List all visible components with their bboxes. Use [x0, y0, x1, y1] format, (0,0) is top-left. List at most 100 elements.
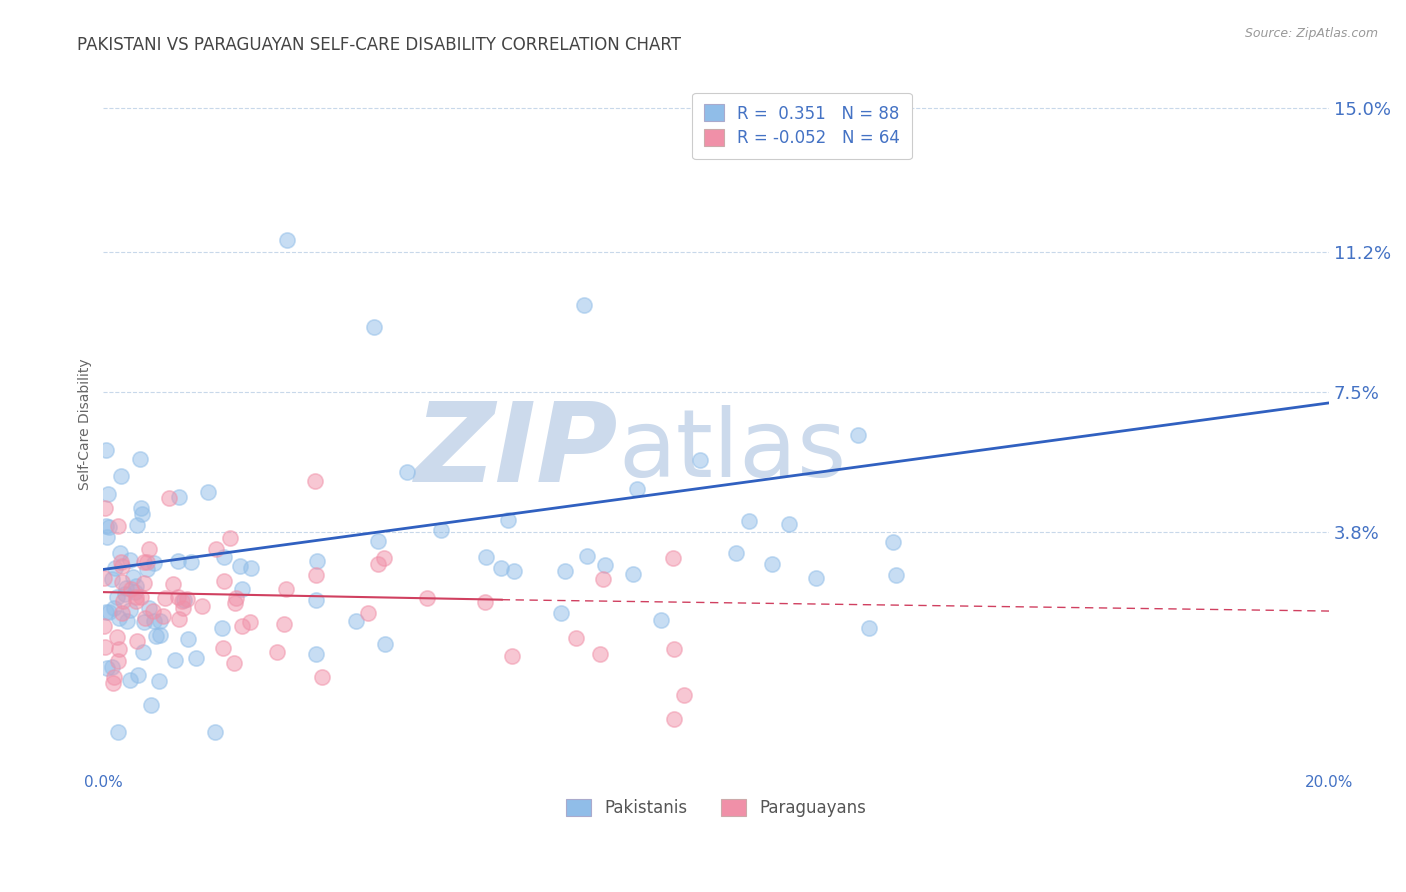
Point [662, 550, 685, 565]
Point [416, 591, 439, 605]
Point [153, 591, 176, 606]
Point [115, 581, 138, 595]
Point [173, 592, 195, 607]
Point [565, 632, 588, 646]
Point [145, 629, 167, 643]
Point [240, 561, 263, 575]
Point [129, 590, 152, 604]
Point [231, 582, 253, 597]
Point [274, 582, 297, 596]
Point [882, 534, 904, 549]
Point [593, 558, 616, 573]
Point [107, 725, 129, 739]
Point [108, 545, 131, 559]
Point [124, 585, 146, 599]
Point [673, 688, 696, 702]
Point [94, 605, 117, 619]
Point [104, 561, 127, 575]
Point [166, 591, 188, 605]
Point [430, 523, 453, 537]
Point [396, 465, 419, 479]
Point [96, 531, 118, 545]
Point [205, 542, 228, 557]
Point [177, 632, 200, 646]
Point [273, 616, 295, 631]
Point [621, 567, 644, 582]
Point [138, 541, 160, 556]
Point [125, 633, 148, 648]
Point [761, 557, 783, 571]
Point [136, 555, 159, 569]
Point [132, 615, 155, 630]
Point [110, 555, 132, 569]
Point [804, 571, 827, 585]
Point [305, 592, 328, 607]
Point [367, 557, 389, 571]
Point [98, 606, 121, 620]
Point [138, 601, 160, 615]
Point [97, 487, 120, 501]
Point [96, 519, 118, 533]
Point [218, 531, 240, 545]
Point [101, 572, 124, 586]
Point [103, 670, 125, 684]
Point [503, 564, 526, 578]
Point [225, 591, 247, 606]
Point [139, 698, 162, 712]
Point [626, 482, 648, 496]
Point [111, 558, 134, 573]
Point [142, 556, 165, 570]
Point [120, 603, 142, 617]
Point [228, 558, 250, 573]
Point [124, 590, 146, 604]
Point [132, 645, 155, 659]
Point [576, 549, 599, 563]
Point [211, 621, 233, 635]
Point [125, 594, 148, 608]
Point [107, 630, 129, 644]
Point [474, 594, 496, 608]
Point [120, 553, 142, 567]
Point [157, 491, 180, 506]
Point [143, 614, 166, 628]
Point [222, 657, 245, 671]
Point [167, 553, 190, 567]
Point [305, 648, 328, 662]
Point [101, 660, 124, 674]
Point [191, 599, 214, 613]
Point [111, 574, 134, 589]
Point [94, 443, 117, 458]
Point [96, 661, 118, 675]
Point [305, 554, 328, 568]
Point [93, 640, 115, 654]
Text: Source: ZipAtlas.com: Source: ZipAtlas.com [1244, 27, 1378, 40]
Point [105, 590, 128, 604]
Point [214, 549, 236, 564]
Point [231, 618, 253, 632]
Point [363, 320, 385, 334]
Point [93, 571, 115, 585]
Point [550, 607, 572, 621]
Point [186, 651, 208, 665]
Point [107, 519, 129, 533]
Point [98, 520, 121, 534]
Point [848, 427, 870, 442]
Point [149, 627, 172, 641]
Point [110, 469, 132, 483]
Text: PAKISTANI VS PARAGUAYAN SELF-CARE DISABILITY CORRELATION CHART: PAKISTANI VS PARAGUAYAN SELF-CARE DISABI… [77, 36, 682, 54]
Point [212, 574, 235, 588]
Point [664, 642, 686, 657]
Point [592, 572, 614, 586]
Point [134, 555, 156, 569]
Point [94, 500, 117, 515]
Point [224, 596, 246, 610]
Y-axis label: Self-Care Disability: Self-Care Disability [79, 358, 93, 490]
Point [127, 668, 149, 682]
Point [172, 594, 194, 608]
Text: atlas: atlas [619, 406, 846, 498]
Point [162, 577, 184, 591]
Point [374, 637, 396, 651]
Point [101, 675, 124, 690]
Point [108, 642, 131, 657]
Point [276, 233, 298, 247]
